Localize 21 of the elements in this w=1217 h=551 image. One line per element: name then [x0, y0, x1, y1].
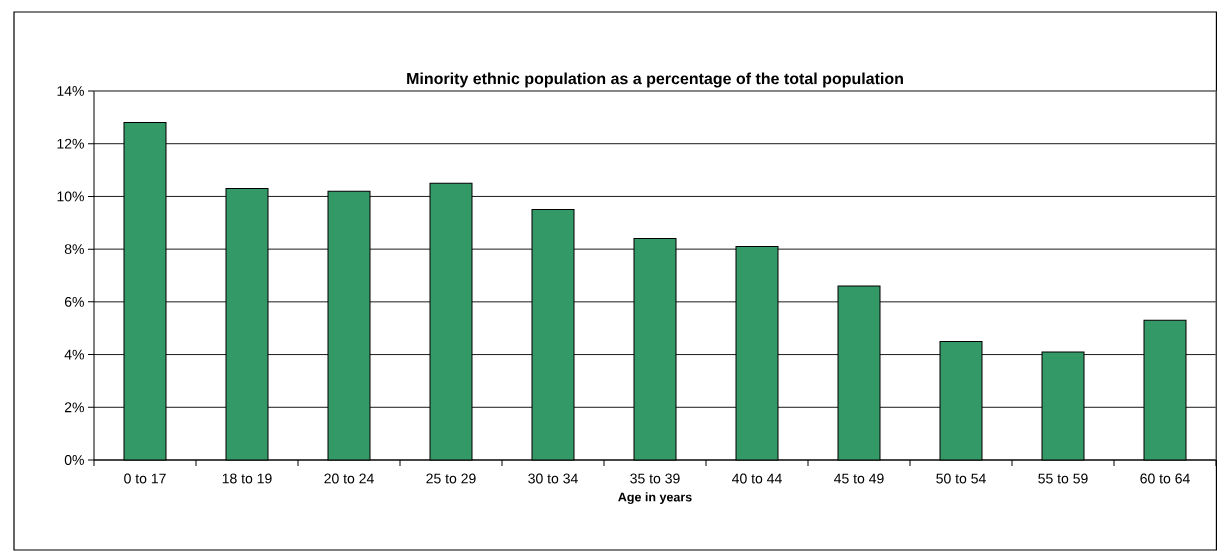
x-tick-label: 50 to 54	[936, 473, 986, 484]
y-tick-label: 10%	[57, 191, 84, 202]
y-tick-label: 0%	[64, 455, 84, 465]
x-tick-label: 0 to 17	[124, 473, 166, 484]
x-tick-label: 20 to 24	[324, 473, 374, 484]
y-tick-label: 14%	[57, 86, 84, 96]
y-tick-label: 8%	[64, 244, 84, 255]
x-axis-title: Age in years	[618, 492, 692, 505]
y-tick-label: 4%	[64, 349, 84, 360]
x-tick-label: 18 to 19	[222, 473, 272, 484]
x-tick-label: 45 to 49	[834, 473, 884, 484]
x-tick-label: 30 to 34	[528, 473, 578, 484]
x-tick-label: 35 to 39	[630, 473, 680, 484]
y-tick-label: 6%	[64, 296, 84, 307]
x-tick-label: 55 to 59	[1038, 473, 1088, 484]
x-tick-label: 60 to 64	[1140, 473, 1190, 484]
y-tick-label: 12%	[57, 138, 84, 149]
y-tick-label: 2%	[64, 402, 84, 413]
chart-title: Minority ethnic population as a percentage of the total population	[407, 72, 903, 88]
x-tick-label: 25 to 29	[426, 473, 476, 484]
x-tick-label: 40 to 44	[732, 473, 782, 484]
